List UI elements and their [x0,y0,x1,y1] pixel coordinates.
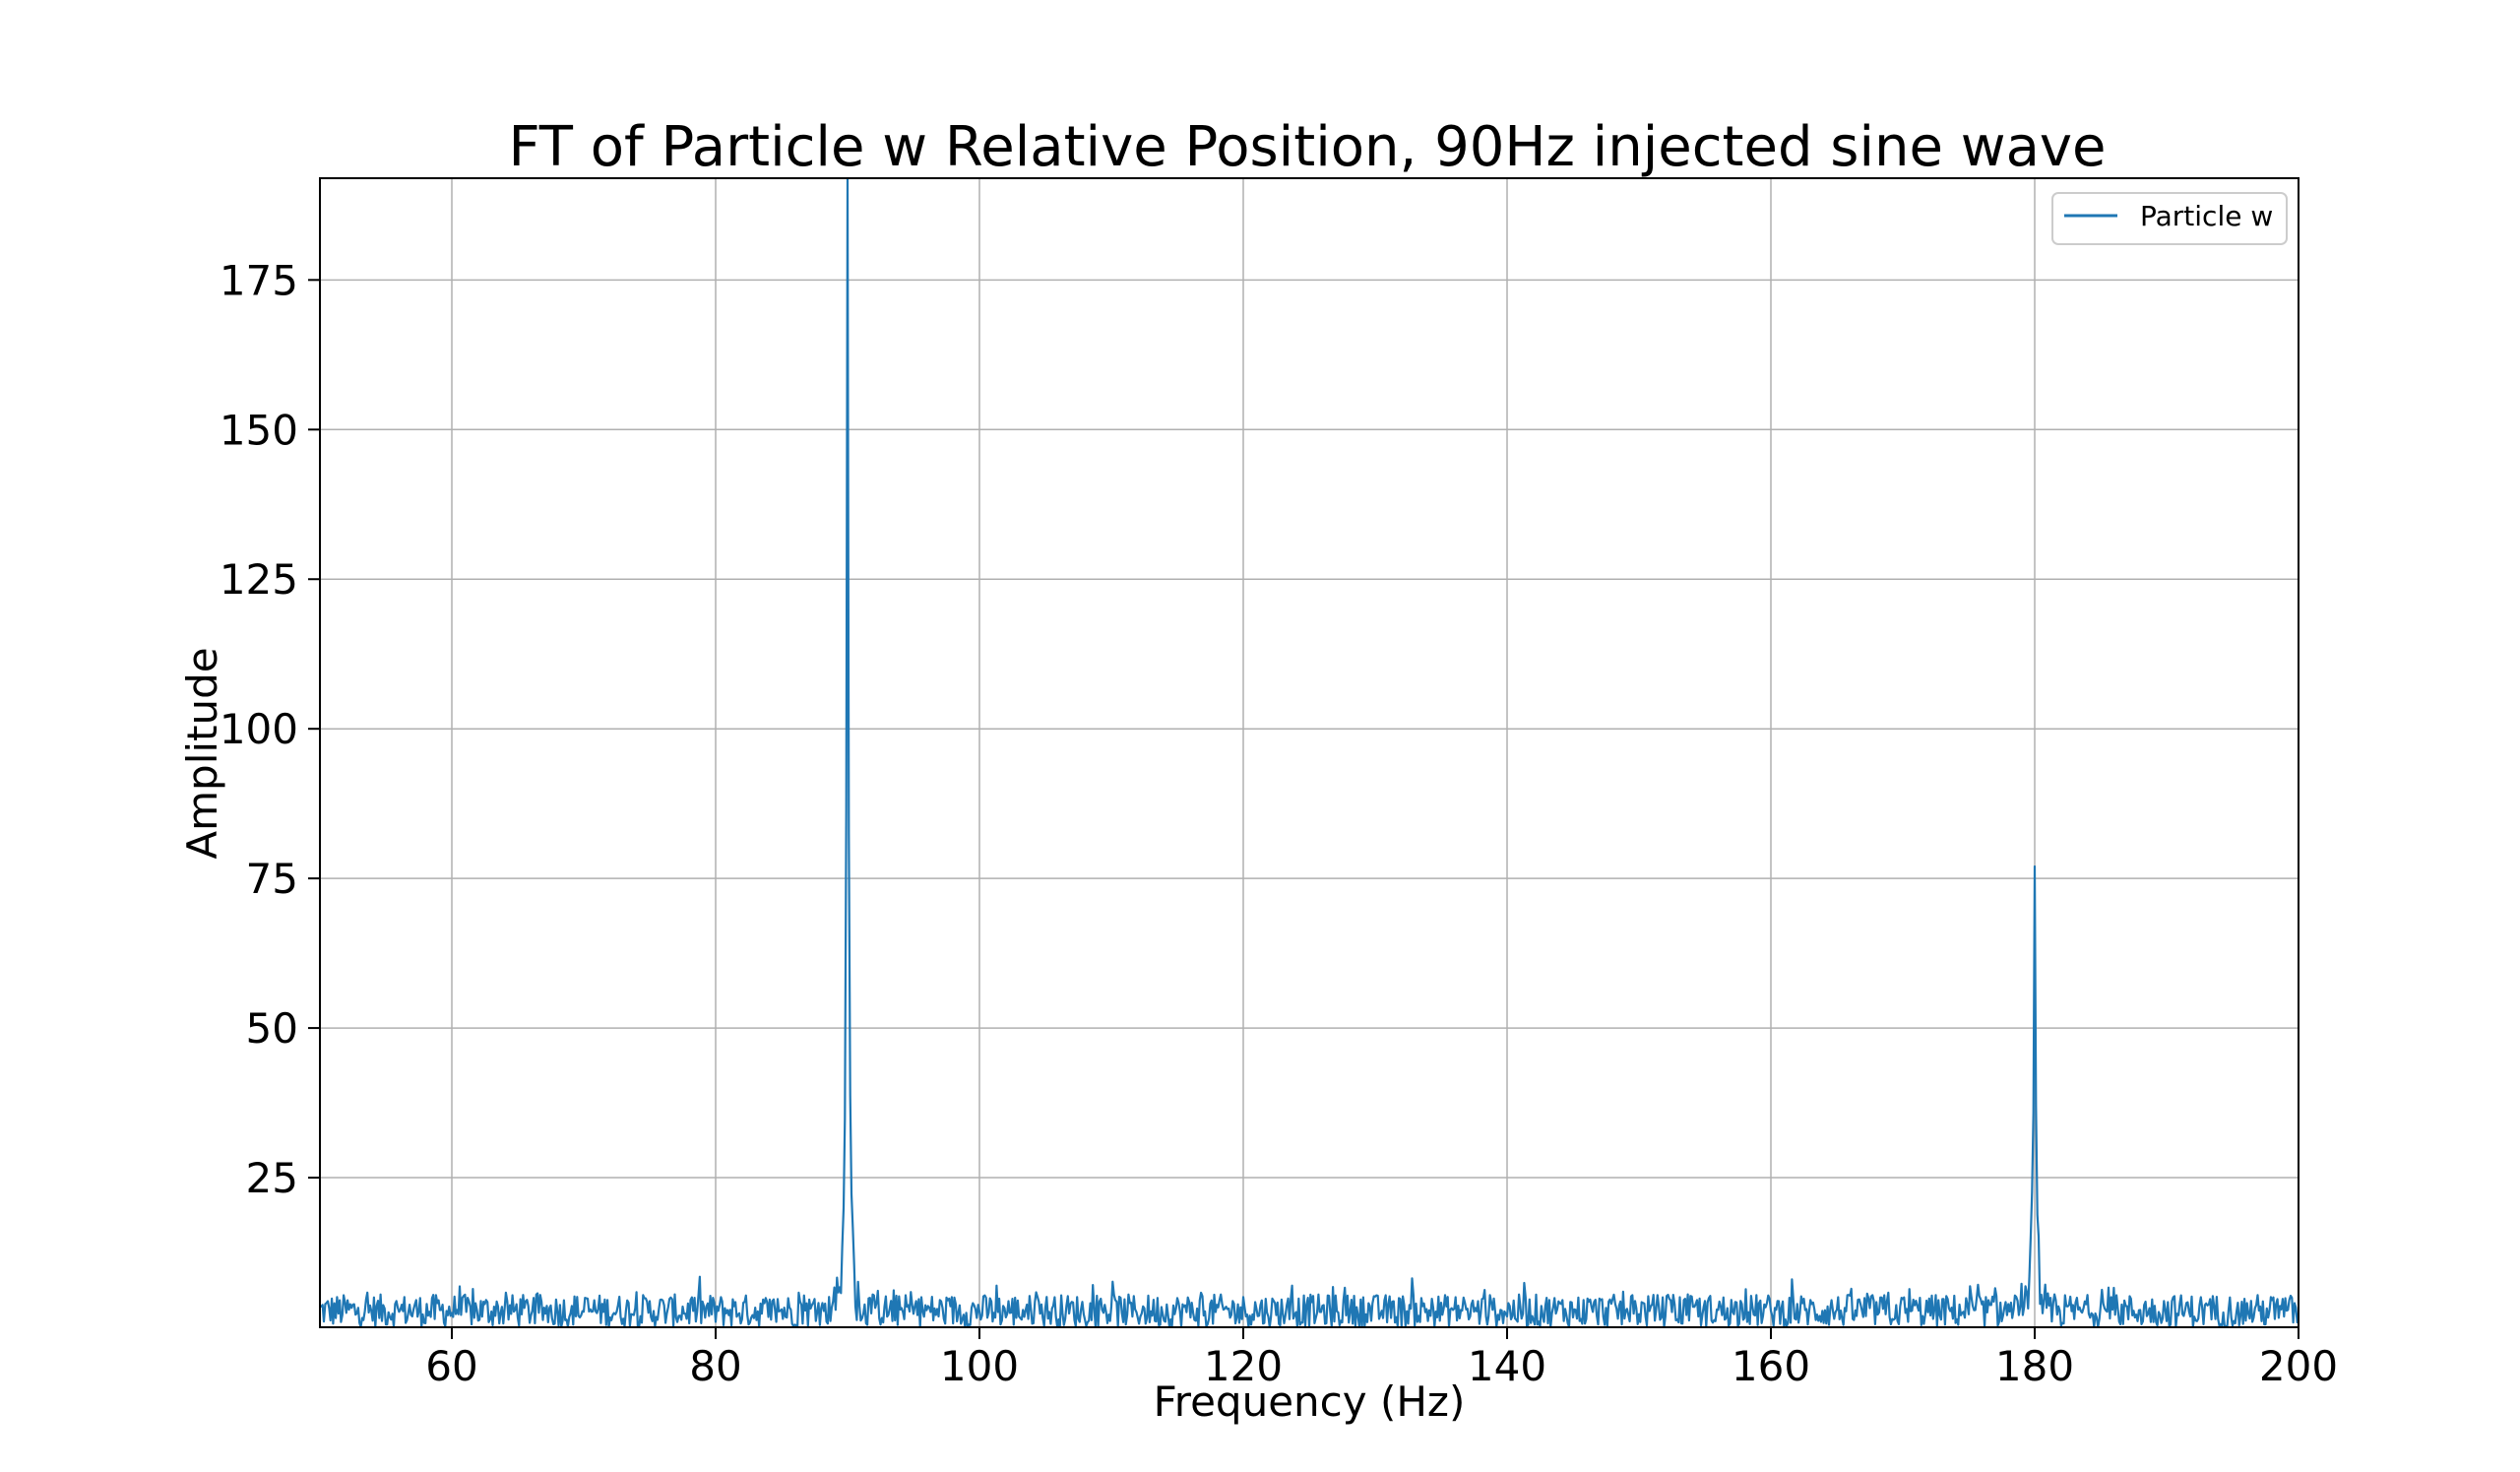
x-tick-label: 160 [1732,1342,1810,1390]
y-tick-label: 150 [220,406,298,454]
y-axis-label: Amplitude [178,647,226,859]
y-tick-label: 75 [246,855,298,903]
x-tick-label: 120 [1204,1342,1283,1390]
y-tick-label: 50 [246,1004,298,1053]
x-tick-label: 100 [940,1342,1019,1390]
x-tick-label: 80 [689,1342,741,1390]
legend-label: Particle w [2140,200,2273,232]
x-tick-label: 140 [1468,1342,1546,1390]
y-tick-label: 175 [220,256,298,304]
y-tick-label: 25 [246,1154,298,1202]
x-tick-label: 60 [425,1342,477,1390]
legend-box [2051,192,2288,245]
x-tick-label: 180 [1995,1342,2074,1390]
axes-frame [319,177,2300,1328]
x-axis-label: Frequency (Hz) [1154,1377,1466,1426]
x-tick-label: 200 [2259,1342,2338,1390]
y-tick-label: 100 [220,705,298,753]
chart-title: FT of Particle w Relative Position, 90Hz… [509,115,2107,179]
y-tick-label: 125 [220,555,298,604]
y-axis-ticks: 25 50 75 100 125 150 175 [220,256,320,1202]
x-axis-ticks: 60 80 100 120 140 160 180 200 [425,1327,2338,1390]
legend: Particle w [2051,192,2288,245]
